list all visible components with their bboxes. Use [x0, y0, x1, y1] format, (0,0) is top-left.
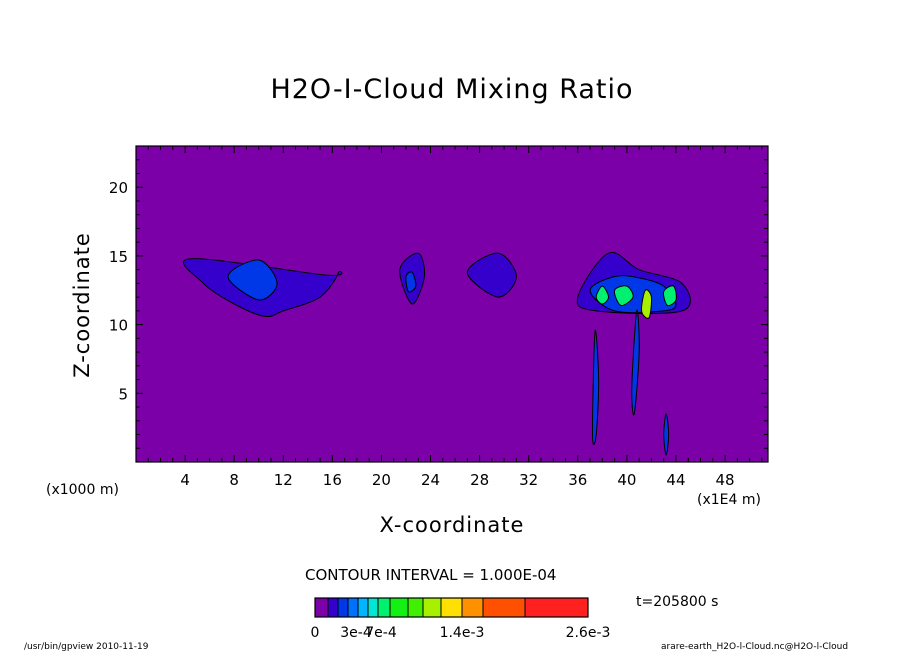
- colorbar-swatch: [347, 597, 359, 618]
- colorbar-swatch: [377, 597, 391, 618]
- cloud-region-14: [663, 413, 670, 456]
- x-tick-label: 8: [229, 471, 239, 489]
- colorbar-swatch: [407, 597, 424, 618]
- colorbar-swatch: [327, 597, 339, 618]
- y-tick-label: 20: [109, 179, 128, 197]
- footer-source: arare-earth_H2O-l-Cloud.nc@H2O-l-Cloud: [661, 642, 849, 652]
- x-tick-label: 24: [421, 471, 440, 489]
- time-label: t=205800 s: [636, 594, 719, 610]
- colorbar-tick-label: 1.4e-3: [440, 625, 485, 641]
- cloud-region-11: [641, 289, 653, 319]
- colorbar-tick-label: 2.6e-3: [566, 625, 611, 641]
- colorbar-swatch: [461, 597, 484, 618]
- x-tick-label: 4: [180, 471, 190, 489]
- y-tick-label: 5: [118, 385, 128, 403]
- colorbar-swatch: [314, 597, 329, 618]
- colorbar-swatch: [440, 597, 463, 618]
- colorbar-swatch: [389, 597, 409, 618]
- footer-program: /usr/bin/gpview 2010-11-19: [24, 642, 149, 652]
- colorbar-frame: [314, 597, 589, 618]
- x-tick-label: 12: [274, 471, 293, 489]
- colorbar: 0 3e-47e-4 1.4e-3 2.6e-3: [311, 597, 611, 641]
- plot-frame: [135, 145, 769, 463]
- contour-interval-label: CONTOUR INTERVAL = 1.000E-04: [305, 566, 557, 584]
- cloud-region-9: [613, 285, 634, 306]
- cloud-region-5: [227, 259, 278, 301]
- x-tick-label: 20: [372, 471, 391, 489]
- colorbar-swatch: [482, 597, 526, 618]
- x-tick-label: 40: [617, 471, 636, 489]
- x-axis-label: X-coordinate: [379, 513, 525, 537]
- chart-title: H2O-I-Cloud Mixing Ratio: [270, 74, 634, 105]
- colorbar-swatch: [357, 597, 369, 618]
- x-tick-label: 44: [666, 471, 685, 489]
- colorbar-swatch: [422, 597, 442, 618]
- colorbar-swatch: [337, 597, 349, 618]
- colorbar-tick-label: 0: [311, 625, 320, 641]
- x-tick-label: 36: [568, 471, 587, 489]
- y-axis-label: Z-coordinate: [70, 232, 94, 378]
- cloud-region-8: [595, 285, 610, 305]
- colorbar-tick-label: 7e-4: [365, 625, 397, 641]
- plot-area: [136, 146, 768, 462]
- x-tick-label: 28: [470, 471, 489, 489]
- colorbar-swatch: [367, 597, 379, 618]
- x-tick-label: 16: [323, 471, 342, 489]
- x-unit-note: (x1000 m): [46, 482, 119, 498]
- x-tick-label: 32: [519, 471, 538, 489]
- y-tick-label: 15: [109, 248, 128, 266]
- cloud-region-12: [591, 329, 600, 445]
- cloud-region-10: [662, 285, 677, 307]
- colorbar-swatch: [524, 597, 589, 618]
- x-tick-label: 48: [716, 471, 735, 489]
- y-tick-label: 10: [109, 317, 128, 335]
- cloud-region-3: [466, 252, 517, 298]
- colorbar-tick-label: 3e-4: [340, 625, 372, 641]
- cloud-region-13: [631, 309, 640, 416]
- x-scale-note: (x1E4 m): [697, 492, 761, 508]
- cloud-region-6: [405, 271, 417, 293]
